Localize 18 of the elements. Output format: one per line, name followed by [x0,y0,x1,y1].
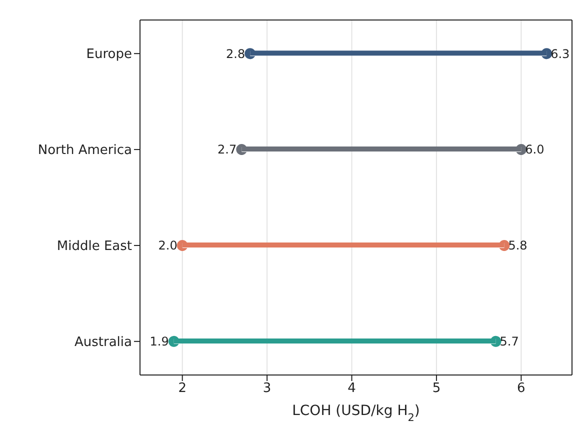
data-label: 6.0 [525,142,544,157]
data-label: 6.3 [550,46,570,61]
data-label: 5.7 [500,334,519,349]
x-tick-label: 5 [432,381,441,396]
y-tick-label: Australia [74,335,132,350]
data-label: 2.7 [218,142,237,157]
data-label: 5.8 [508,238,528,253]
data-label: 2.0 [158,238,178,253]
y-tick-label: Middle East [56,239,132,254]
x-tick-label: 3 [262,381,272,396]
data-label: 2.8 [226,46,246,61]
y-tick-label: North America [38,143,132,158]
x-tick-label: 2 [178,381,186,396]
x-axis-title: LCOH (USD/kg H$_{2}$) [292,403,420,424]
x-tick-label: 4 [348,381,356,396]
y-tick-label: Europe [86,47,132,62]
data-label: 1.9 [150,334,169,349]
x-tick-label: 6 [517,381,526,396]
